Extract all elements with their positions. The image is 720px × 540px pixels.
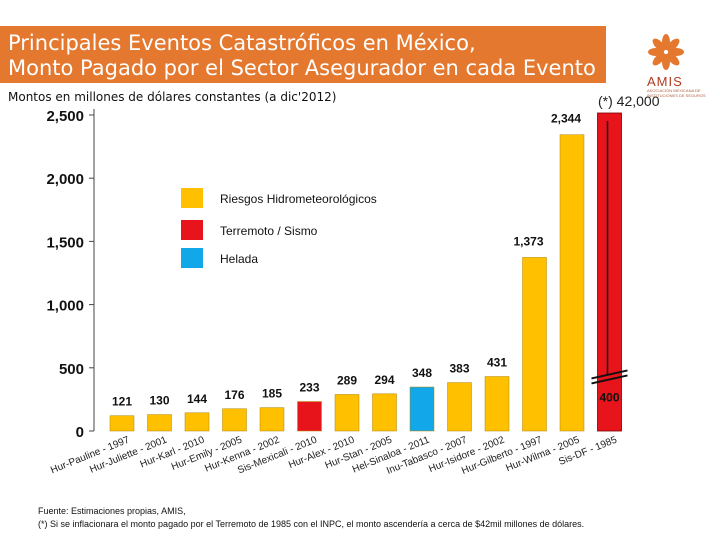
page-title-line1: Principales Eventos Catastróficos en Méx…	[8, 31, 476, 55]
bar-value-label-6: 289	[337, 373, 357, 387]
bar-value-label-1: 130	[149, 394, 169, 408]
y-tick-label-0: 0	[76, 424, 84, 441]
legend-label-frost: Helada	[220, 252, 258, 266]
bar-value-label-7: 294	[374, 373, 394, 387]
bar-value-label-0: 121	[112, 395, 132, 409]
logo-subtext: ASOCIACIÓN MEXICANA DE INSTITUCIONES DE …	[647, 88, 706, 98]
adjusted-value-note: (*) 42,000	[598, 93, 660, 109]
bar-value-label-12: 2,344	[551, 112, 581, 126]
logo-text: AMIS	[647, 74, 683, 89]
title-banner: Principales Eventos Catastróficos en Méx…	[0, 26, 606, 83]
y-tick-label-1: 500	[59, 361, 84, 378]
bar-value-label-8: 348	[412, 366, 432, 380]
bar-value-label-2: 144	[187, 392, 207, 406]
amis-logo-icon	[648, 34, 684, 70]
bar-value-label-4: 185	[262, 387, 282, 401]
page-title-line2: Monto Pagado por el Sector Asegurador en…	[8, 56, 596, 80]
legend-swatch-earthquake	[181, 220, 203, 240]
bar-13	[597, 112, 622, 432]
y-tick-label-5: 2,500	[46, 108, 84, 125]
bar-9	[447, 382, 472, 432]
bar-0	[109, 415, 135, 432]
bar-break-mark-upper-13	[591, 369, 628, 380]
bar-11	[522, 257, 547, 432]
bar-5	[297, 401, 322, 432]
bar-value-label-10: 431	[487, 356, 507, 370]
bar-4	[259, 407, 285, 432]
bar-3	[222, 408, 247, 432]
bar-value-label-5: 233	[299, 381, 319, 395]
bar-7	[372, 393, 397, 432]
bar-6	[334, 394, 360, 432]
legend-swatch-hydro	[181, 188, 203, 208]
bar-value-label-11: 1,373	[513, 234, 543, 248]
footer-note: (*) Si se inflacionara el monto pagado p…	[38, 519, 585, 529]
legend-label-earthquake: Terremoto / Sismo	[220, 224, 318, 238]
chart-subtitle: Montos en millones de dólares constantes…	[8, 90, 337, 104]
bar-2	[184, 412, 210, 432]
legend-swatch-frost	[181, 248, 203, 268]
bar-value-label-13: 400	[599, 390, 619, 404]
y-tick-label-2: 1,000	[46, 298, 84, 315]
bar-break-mark-lower-13	[591, 374, 628, 385]
bar-value-label-9: 383	[449, 362, 469, 376]
y-tick-label-4: 2,000	[46, 171, 84, 188]
bar-1	[147, 414, 172, 432]
bar-8	[409, 386, 435, 432]
footer-notes: Fuente: Estimaciones propias, AMIS, (*) …	[38, 505, 584, 531]
legend-label-hydro: Riesgos Hidrometeorológicos	[220, 192, 377, 206]
bar-12	[559, 134, 585, 432]
footer-source: Fuente: Estimaciones propias, AMIS,	[38, 506, 186, 516]
y-tick-label-3: 1,500	[46, 234, 84, 251]
bar-value-label-3: 176	[224, 388, 244, 402]
bar-10	[484, 376, 510, 432]
